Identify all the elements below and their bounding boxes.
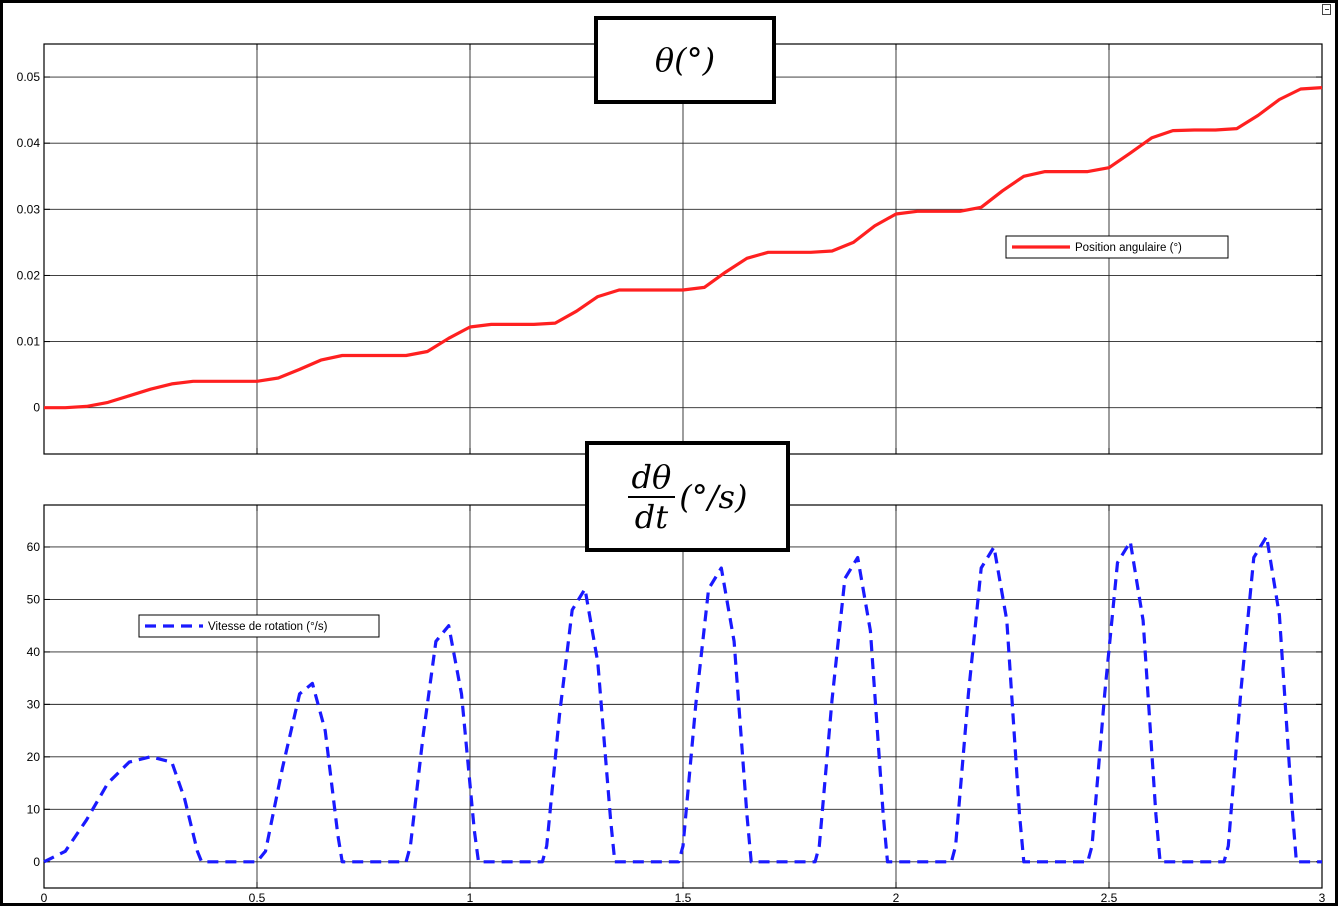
derivative-numerator: dθ	[631, 457, 672, 496]
top-plot: 0 0.01 0.02 0.03 0.04 0.05 Position angulaire …	[17, 43, 1323, 455]
top-legend: Position angulaire (°)	[1005, 235, 1229, 259]
top-y-tick-label: 0.05	[17, 70, 41, 84]
bottom-plot: 0 10 20 30 40 50 60 0 0.5 1 1.5 2 2.5 3 Vitesse de rot…	[27, 504, 1326, 905]
bottom-y-tick-label: 0	[33, 855, 40, 869]
top-plot-title-box: θ(°)	[594, 16, 776, 104]
bottom-y-tick-label: 40	[27, 645, 41, 659]
top-y-tick-label: 0.01	[17, 335, 41, 349]
derivative-denominator: dt	[634, 497, 669, 536]
bottom-y-tick-label: 20	[27, 750, 41, 764]
fraction-bar	[627, 495, 676, 498]
bottom-y-tick-label: 60	[27, 540, 41, 554]
bottom-x-tick-label: 2	[893, 891, 900, 905]
derivative-fraction: dθ dt	[627, 457, 676, 536]
top-y-tick-label: 0.02	[17, 268, 41, 282]
bottom-series-line	[43, 534, 1322, 864]
bottom-y-tick-label: 50	[27, 592, 41, 606]
window-dock-icon[interactable]	[1322, 4, 1331, 15]
bottom-legend-box	[138, 614, 380, 638]
bottom-x-tick-label: 1	[467, 891, 474, 905]
bottom-legend: Vitesse de rotation (°/s)	[138, 614, 380, 638]
bottom-y-tick-label: 30	[27, 697, 41, 711]
bottom-x-tick-label: 0.5	[249, 891, 266, 905]
bottom-plot-title-box: dθ dt (°/s)	[585, 441, 790, 552]
top-plot-title: θ(°)	[654, 41, 716, 79]
bottom-y-tick-label: 10	[27, 802, 41, 816]
bottom-x-tick-label: 0	[41, 891, 48, 905]
bottom-x-tick-label: 3	[1319, 891, 1326, 905]
top-y-tick-label: 0.04	[17, 136, 41, 150]
bottom-x-tick-label: 2.5	[1101, 891, 1118, 905]
derivative-unit: (°/s)	[679, 477, 748, 516]
top-y-tick-label: 0.03	[17, 202, 41, 216]
top-series-line	[44, 86, 1323, 410]
bottom-legend-label: Vitesse de rotation (°/s)	[208, 621, 328, 633]
top-y-tick-label: 0	[33, 401, 40, 415]
top-legend-label: Position angulaire (°)	[1075, 242, 1182, 254]
top-legend-box	[1005, 235, 1229, 259]
bottom-x-tick-label: 1.5	[675, 891, 692, 905]
